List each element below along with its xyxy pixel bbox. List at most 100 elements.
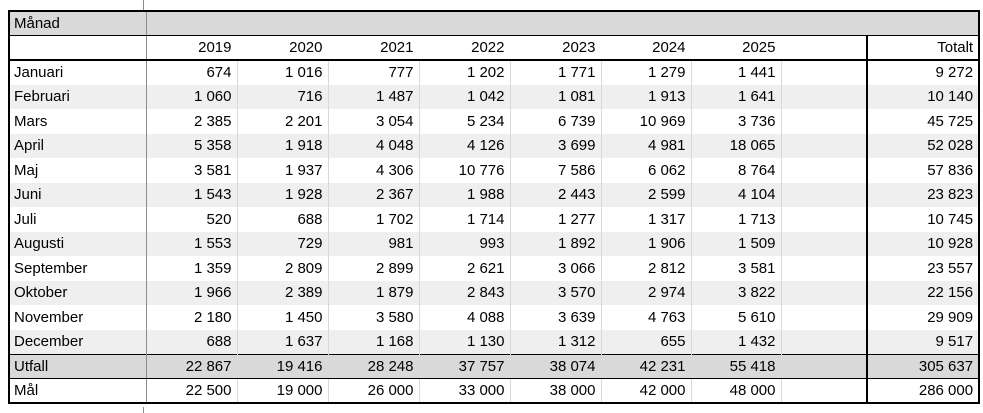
month-juli-value-2021[interactable]: 1 702 (328, 207, 420, 232)
month-juni-value-2022[interactable]: 1 988 (419, 182, 511, 207)
month-december-value-2021[interactable]: 1 168 (328, 329, 420, 354)
month-september-value-2024[interactable]: 2 812 (601, 256, 692, 281)
month-april-value-2024[interactable]: 4 981 (601, 133, 692, 158)
month-september-value-2023[interactable]: 3 066 (510, 256, 602, 281)
month-juni-value-2020[interactable]: 1 928 (237, 182, 329, 207)
month-november-value-2023[interactable]: 3 639 (510, 305, 602, 330)
month-maj-value-2025[interactable]: 8 764 (691, 158, 782, 183)
month-november-value-2022[interactable]: 4 088 (419, 305, 511, 330)
month-december-gap-cell[interactable] (781, 329, 867, 354)
month-april-total-cell[interactable]: 52 028 (865, 133, 980, 158)
year-header-2021[interactable]: 2021 (328, 35, 419, 61)
month-januari-label-cell[interactable]: Januari (9, 60, 147, 85)
month-maj-label-cell[interactable]: Maj (9, 158, 147, 183)
month-februari-value-2025[interactable]: 1 641 (691, 84, 782, 109)
month-september-value-2022[interactable]: 2 621 (419, 256, 511, 281)
month-mars-value-2019[interactable]: 2 385 (146, 109, 238, 134)
month-april-gap-cell[interactable] (781, 133, 867, 158)
month-mars-value-2025[interactable]: 3 736 (691, 109, 782, 134)
month-augusti-value-2023[interactable]: 1 892 (510, 231, 602, 256)
month-augusti-label-cell[interactable]: Augusti (9, 231, 147, 256)
month-augusti-value-2020[interactable]: 729 (237, 231, 329, 256)
month-april-value-2021[interactable]: 4 048 (328, 133, 420, 158)
month-augusti-value-2021[interactable]: 981 (328, 231, 420, 256)
utfall-value-2021[interactable]: 28 248 (328, 353, 420, 379)
month-februari-value-2023[interactable]: 1 081 (510, 84, 602, 109)
manad-corner-cell[interactable]: Månad (9, 11, 147, 36)
month-oktober-value-2021[interactable]: 1 879 (328, 280, 420, 305)
month-maj-value-2020[interactable]: 1 937 (237, 158, 329, 183)
month-mars-gap-cell[interactable] (781, 109, 867, 134)
year-header-2024[interactable]: 2024 (601, 35, 691, 61)
month-december-value-2022[interactable]: 1 130 (419, 329, 511, 354)
month-februari-value-2022[interactable]: 1 042 (419, 84, 511, 109)
month-oktober-value-2024[interactable]: 2 974 (601, 280, 692, 305)
month-september-value-2025[interactable]: 3 581 (691, 256, 782, 281)
month-februari-label-cell[interactable]: Februari (9, 84, 147, 109)
month-november-value-2020[interactable]: 1 450 (237, 305, 329, 330)
utfall-label-cell[interactable]: Utfall (9, 353, 147, 379)
month-januari-value-2019[interactable]: 674 (146, 60, 238, 85)
month-oktober-value-2023[interactable]: 3 570 (510, 280, 602, 305)
month-december-value-2020[interactable]: 1 637 (237, 329, 329, 354)
year-header-2019[interactable]: 2019 (146, 35, 237, 61)
month-maj-gap-cell[interactable] (781, 158, 867, 183)
month-juli-value-2019[interactable]: 520 (146, 207, 238, 232)
month-juni-total-cell[interactable]: 23 823 (865, 182, 980, 207)
month-juli-total-cell[interactable]: 10 745 (865, 207, 980, 232)
month-juli-value-2020[interactable]: 688 (237, 207, 329, 232)
month-juli-value-2022[interactable]: 1 714 (419, 207, 511, 232)
month-januari-value-2025[interactable]: 1 441 (691, 60, 782, 85)
month-juni-value-2025[interactable]: 4 104 (691, 182, 782, 207)
month-juni-gap-cell[interactable] (781, 182, 867, 207)
mal-value-2023[interactable]: 38 000 (510, 378, 602, 403)
month-augusti-value-2022[interactable]: 993 (419, 231, 511, 256)
month-oktober-total-cell[interactable]: 22 156 (865, 280, 980, 305)
mal-value-2021[interactable]: 26 000 (328, 378, 420, 403)
month-juli-value-2023[interactable]: 1 277 (510, 207, 602, 232)
month-september-label-cell[interactable]: September (9, 256, 147, 281)
year-row-corner-cell[interactable] (9, 35, 147, 61)
month-mars-value-2020[interactable]: 2 201 (237, 109, 329, 134)
mal-value-2022[interactable]: 33 000 (419, 378, 511, 403)
mal-value-2024[interactable]: 42 000 (601, 378, 692, 403)
utfall-value-2024[interactable]: 42 231 (601, 353, 692, 379)
month-februari-gap-cell[interactable] (781, 84, 867, 109)
month-november-value-2021[interactable]: 3 580 (328, 305, 420, 330)
month-oktober-value-2025[interactable]: 3 822 (691, 280, 782, 305)
mal-value-2025[interactable]: 48 000 (691, 378, 782, 403)
month-januari-value-2021[interactable]: 777 (328, 60, 420, 85)
month-mars-label-cell[interactable]: Mars (9, 109, 147, 134)
totalt-header-cell[interactable]: Totalt (865, 35, 980, 61)
month-augusti-value-2025[interactable]: 1 509 (691, 231, 782, 256)
month-november-total-cell[interactable]: 29 909 (865, 305, 980, 330)
month-juni-value-2024[interactable]: 2 599 (601, 182, 692, 207)
month-juni-label-cell[interactable]: Juni (9, 182, 147, 207)
year-header-gap-cell[interactable] (781, 35, 867, 61)
month-december-value-2023[interactable]: 1 312 (510, 329, 602, 354)
utfall-value-2025[interactable]: 55 418 (691, 353, 782, 379)
mal-value-2019[interactable]: 22 500 (146, 378, 238, 403)
month-januari-value-2020[interactable]: 1 016 (237, 60, 329, 85)
month-maj-value-2024[interactable]: 6 062 (601, 158, 692, 183)
manad-band-cell[interactable] (146, 11, 980, 36)
month-april-value-2025[interactable]: 18 065 (691, 133, 782, 158)
month-februari-value-2019[interactable]: 1 060 (146, 84, 238, 109)
month-december-value-2019[interactable]: 688 (146, 329, 238, 354)
month-november-label-cell[interactable]: November (9, 305, 147, 330)
month-december-label-cell[interactable]: December (9, 329, 147, 354)
month-maj-value-2022[interactable]: 10 776 (419, 158, 511, 183)
month-mars-value-2021[interactable]: 3 054 (328, 109, 420, 134)
year-header-2020[interactable]: 2020 (237, 35, 328, 61)
month-januari-value-2024[interactable]: 1 279 (601, 60, 692, 85)
month-februari-value-2020[interactable]: 716 (237, 84, 329, 109)
month-augusti-value-2024[interactable]: 1 906 (601, 231, 692, 256)
utfall-gap-cell[interactable] (781, 353, 867, 379)
month-januari-value-2022[interactable]: 1 202 (419, 60, 511, 85)
month-september-gap-cell[interactable] (781, 256, 867, 281)
utfall-value-2022[interactable]: 37 757 (419, 353, 511, 379)
month-september-value-2020[interactable]: 2 809 (237, 256, 329, 281)
month-augusti-gap-cell[interactable] (781, 231, 867, 256)
month-december-total-cell[interactable]: 9 517 (865, 329, 980, 354)
year-header-2022[interactable]: 2022 (419, 35, 510, 61)
